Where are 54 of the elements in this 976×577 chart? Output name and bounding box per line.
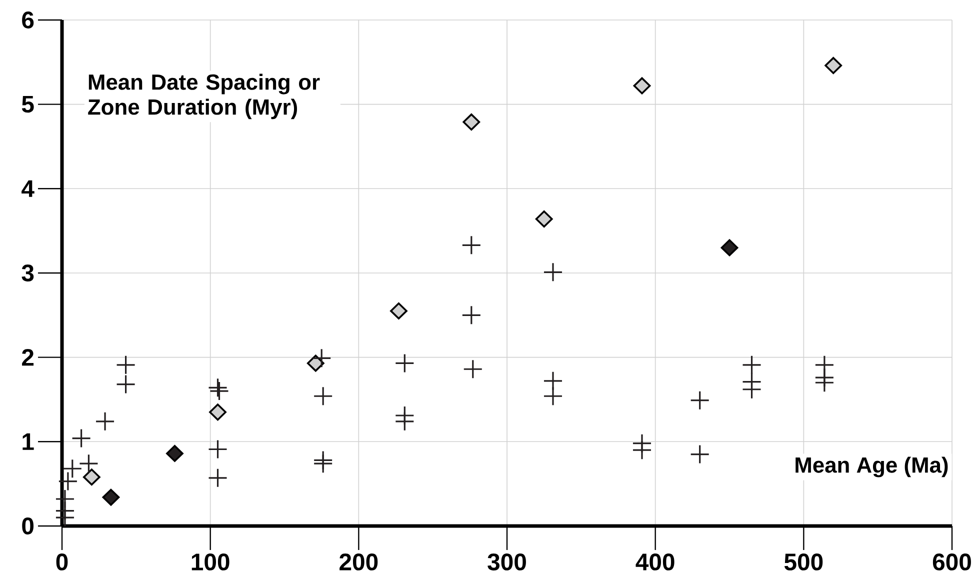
point [742, 355, 762, 375]
x-tick-label: 200 [340, 554, 378, 570]
y-tick-label: 1 [22, 433, 34, 450]
point [394, 353, 414, 374]
point [633, 77, 651, 94]
x-tick-label: 0 [56, 554, 68, 570]
point [720, 239, 738, 256]
point [71, 428, 92, 448]
point [824, 57, 842, 74]
x-axis-title: Mean Age (Ma) [796, 456, 948, 478]
point [390, 302, 408, 320]
point [535, 210, 553, 228]
y-tick-label: 0 [22, 518, 34, 534]
point [312, 348, 332, 368]
point [313, 454, 333, 474]
point [208, 439, 228, 460]
y-tick-label: 6 [22, 12, 34, 28]
y-tick-label: 2 [22, 348, 34, 366]
point [78, 454, 99, 474]
point [116, 374, 136, 394]
point [209, 381, 230, 401]
point [814, 372, 834, 392]
point [690, 444, 710, 464]
x-tick-label: 300 [488, 554, 526, 570]
point [95, 412, 115, 432]
x-tick-label: 400 [636, 554, 674, 570]
point [632, 440, 652, 460]
x-tick-label: 100 [192, 554, 230, 570]
point [62, 458, 82, 478]
x-tick-label: 600 [932, 554, 971, 570]
point [82, 468, 100, 486]
point [543, 262, 563, 282]
point [543, 386, 563, 406]
point [58, 471, 78, 492]
point [742, 380, 762, 400]
point [102, 488, 120, 506]
point [462, 305, 482, 325]
y-tick-label: 3 [22, 264, 34, 282]
y-tick-label: 4 [22, 180, 34, 197]
y-axis-title: Mean Date Spacing or Zone Duration (Myr) [88, 74, 320, 120]
point [313, 386, 333, 406]
y-tick-label: 5 [22, 96, 34, 113]
point [116, 355, 136, 375]
point [166, 444, 184, 462]
x-tick-label: 500 [784, 554, 823, 570]
point [690, 390, 710, 410]
point [208, 378, 228, 398]
point [394, 412, 414, 432]
point [463, 359, 483, 379]
point [208, 468, 228, 488]
point [462, 235, 482, 255]
point [209, 404, 226, 421]
point [462, 114, 480, 131]
point [55, 508, 75, 528]
